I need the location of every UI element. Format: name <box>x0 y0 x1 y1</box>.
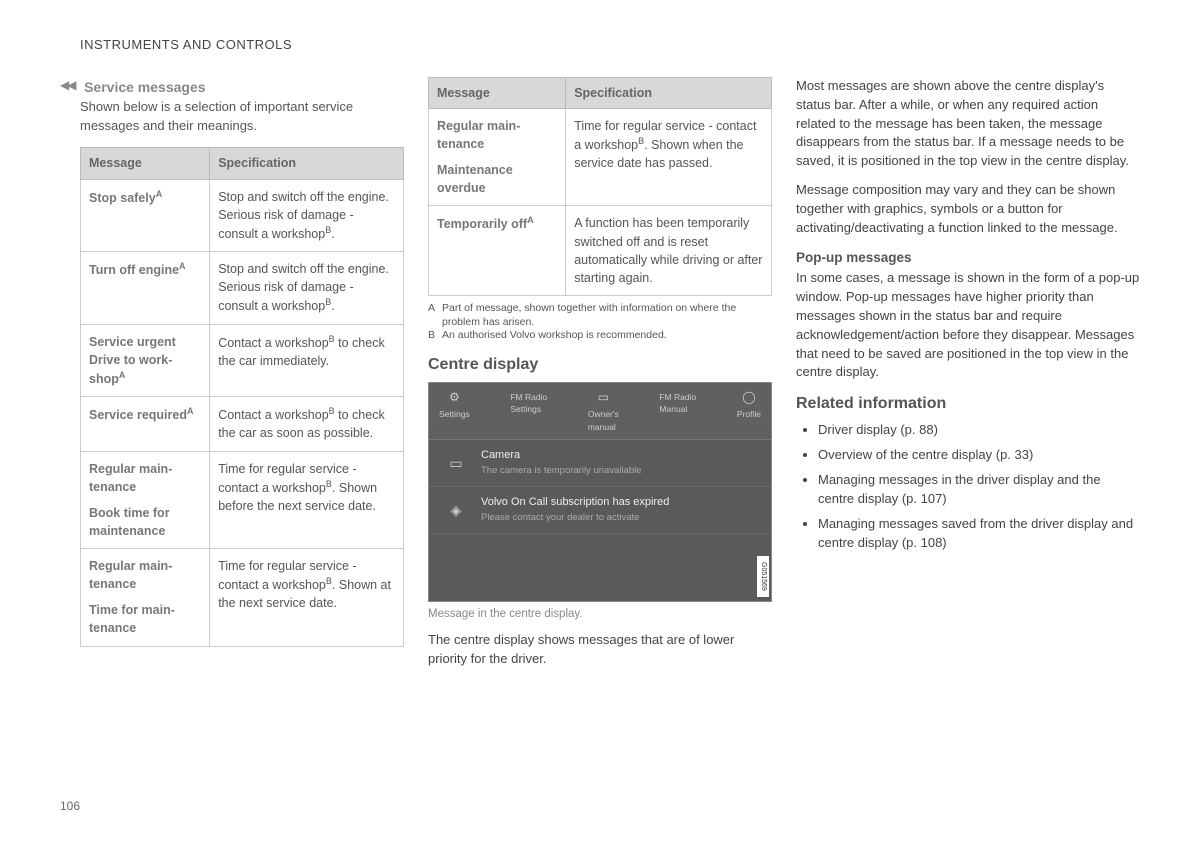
top-bar-item: ⚙Settings <box>439 389 470 433</box>
top-bar-item: FM RadioManual <box>659 389 696 433</box>
page-number: 106 <box>60 798 80 815</box>
cell-spec: Contact a workshopB to check the car imm… <box>210 324 404 397</box>
service-messages-table-1: Message Specification Stop safelyAStop a… <box>80 147 404 646</box>
th-spec: Specification <box>566 77 772 108</box>
table-row: Regular main­tenanceBook time for mainte… <box>81 451 404 549</box>
related-item: Managing messages saved from the driver … <box>818 515 1140 553</box>
section-header: INSTRUMENTS AND CONTROLS <box>80 36 1140 55</box>
table-row: Service requiredAContact a workshopB to … <box>81 397 404 451</box>
related-list: Driver display (p. 88) Overview of the ce… <box>796 421 1140 552</box>
popup-heading: Pop-up messages <box>796 248 1140 268</box>
row2-title: Volvo On Call subscription has expired <box>481 495 669 511</box>
document-page: INSTRUMENTS AND CONTROLS ◀◀ Service mess… <box>0 0 1200 708</box>
th-message: Message <box>429 77 566 108</box>
table-row: Stop safelyAStop and switch off the engi… <box>81 179 404 252</box>
column-2: Message Specification Regular main­tenan… <box>428 77 772 679</box>
row1-sub: The camera is temporarily unavailable <box>481 464 642 478</box>
centre-display-heading: Centre display <box>428 353 772 376</box>
row1-title: Camera <box>481 448 642 464</box>
cell-spec: Time for regular service - contact a wor… <box>210 549 404 647</box>
columns: ◀◀ Service messages Shown below is a sel… <box>60 77 1140 679</box>
col3-p3: In some cases, a message is shown in the… <box>796 269 1140 382</box>
table-row: Turn off engineAStop and switch off the … <box>81 252 404 325</box>
screenshot-row-voc: ◈ Volvo On Call subscription has expired… <box>429 487 771 534</box>
cell-message: Regular main­tenanceTime for main­tenanc… <box>81 549 210 647</box>
cell-spec: Stop and switch off the engine. Serious … <box>210 252 404 325</box>
footnote-b-marker: B <box>428 329 438 343</box>
top-bar-item: ◯Profile <box>737 389 761 433</box>
column-1: ◀◀ Service messages Shown below is a sel… <box>60 77 404 679</box>
cell-message: Temporarily offA <box>429 206 566 296</box>
footnote-a: Part of message, shown together with inf… <box>442 302 772 329</box>
footnote-b: An authorised Volvo workshop is recommen… <box>442 329 667 343</box>
centre-display-screenshot: ⚙Settings FM RadioSettings ▭Owner'smanual F… <box>428 382 772 602</box>
col2-para: The centre display shows messages that a… <box>428 631 772 669</box>
cell-message: Regular main­tenanceMaintenance overdue <box>429 108 566 206</box>
cell-message: Service urgent Drive to work­shopA <box>81 324 210 397</box>
service-messages-block: ◀◀ Service messages Shown below is a sel… <box>60 77 404 136</box>
th-message: Message <box>81 148 210 179</box>
related-item: Managing messages in the driver display … <box>818 471 1140 509</box>
top-bar-item: FM RadioSettings <box>510 389 547 433</box>
service-messages-heading: Service messages <box>84 79 205 95</box>
cell-spec: Time for regular service - contact a wor… <box>566 108 772 206</box>
screenshot-row-camera: ▭ Camera The camera is temporarily unava… <box>429 440 771 487</box>
table-row: Temporarily offAA function has been tem­… <box>429 206 772 296</box>
table-row: Regular main­tenanceTime for main­tenanc… <box>81 549 404 647</box>
table-row: Regular main­tenanceMaintenance overdueT… <box>429 108 772 206</box>
top-bar-item: ▭Owner'smanual <box>588 389 619 433</box>
screenshot-caption: Message in the centre display. <box>428 606 772 623</box>
cell-spec: Time for regular service - contact a wor… <box>210 451 404 549</box>
camera-icon: ▭ <box>443 453 469 473</box>
related-item: Overview of the centre display (p. 33) <box>818 446 1140 465</box>
cell-spec: A function has been tem­porarily switche… <box>566 206 772 296</box>
th-spec: Specification <box>210 148 404 179</box>
service-messages-intro: Shown below is a selection of important … <box>80 98 404 136</box>
cell-spec: Contact a workshopB to check the car as … <box>210 397 404 451</box>
cell-message: Service requiredA <box>81 397 210 451</box>
footnote-a-marker: A <box>428 302 438 329</box>
cell-message: Stop safelyA <box>81 179 210 252</box>
related-heading: Related information <box>796 392 1140 415</box>
related-item: Driver display (p. 88) <box>818 421 1140 440</box>
volvo-icon: ◈ <box>443 500 469 520</box>
col3-p2: Message composition may vary and they ca… <box>796 181 1140 238</box>
service-messages-table-2: Message Specification Regular main­tenan… <box>428 77 772 296</box>
table-row: Service urgent Drive to work­shopAContac… <box>81 324 404 397</box>
continue-icon: ◀◀ <box>60 77 74 94</box>
row2-sub: Please contact your dealer to activate <box>481 511 669 525</box>
image-id-tag: G051569 <box>757 556 769 597</box>
col3-p1: Most messages are shown above the centre… <box>796 77 1140 171</box>
cell-spec: Stop and switch off the engine. Serious … <box>210 179 404 252</box>
cell-message: Turn off engineA <box>81 252 210 325</box>
cell-message: Regular main­tenanceBook time for mainte… <box>81 451 210 549</box>
screenshot-top-bar: ⚙Settings FM RadioSettings ▭Owner'smanual F… <box>429 383 771 440</box>
column-3: Most messages are shown above the centre… <box>796 77 1140 679</box>
footnotes: APart of message, shown together with in… <box>428 302 772 343</box>
